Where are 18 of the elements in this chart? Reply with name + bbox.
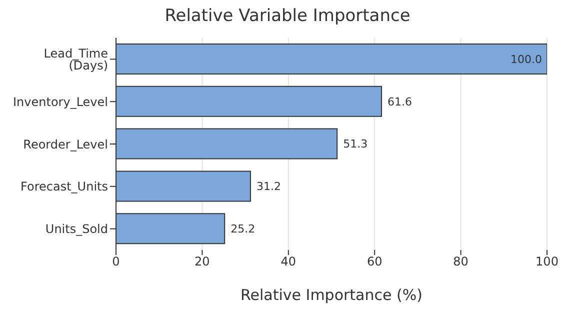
y-tick-label: Units_Sold bbox=[45, 222, 108, 236]
y-tick-label: Reorder_Level bbox=[23, 137, 108, 152]
x-tick-label: 20 bbox=[194, 254, 210, 269]
data-label: 61.6 bbox=[387, 95, 412, 108]
x-tick-label: 80 bbox=[453, 254, 468, 269]
y-tick-label: Forecast_Units bbox=[20, 180, 108, 194]
chart-title: Relative Variable Importance bbox=[164, 6, 412, 26]
x-tick-label: 0 bbox=[112, 254, 120, 269]
y-tick-label: Inventory_Level bbox=[13, 94, 108, 109]
x-tick-label: 60 bbox=[366, 254, 382, 269]
data-label: 51.3 bbox=[343, 138, 368, 151]
x-tick-label: 100 bbox=[536, 254, 558, 269]
data-label: 31.2 bbox=[256, 180, 281, 194]
x-axis-title: Relative Importance (%) bbox=[240, 286, 422, 304]
x-tick-label: 40 bbox=[280, 254, 296, 269]
data-label: 100.0 bbox=[510, 52, 542, 66]
y-tick-label: Lead_Time (Days) bbox=[44, 46, 108, 72]
data-label: 25.2 bbox=[230, 222, 256, 236]
